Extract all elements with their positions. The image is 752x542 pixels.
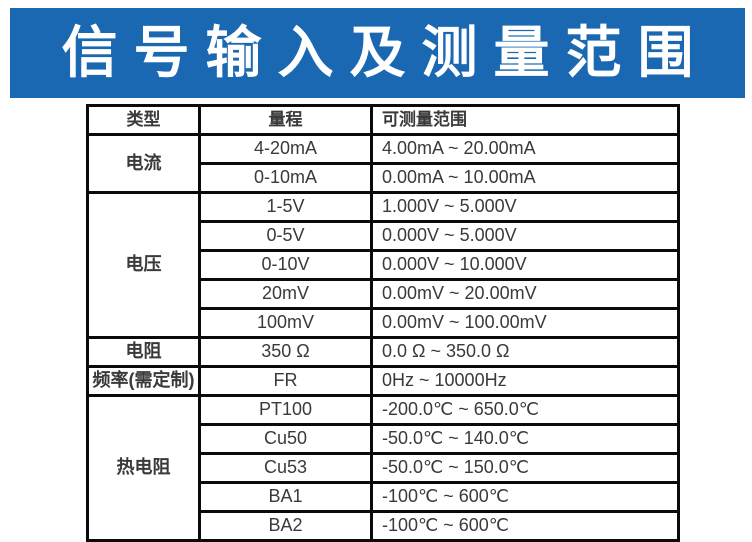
column-header-range: 量程	[198, 104, 373, 136]
measurable-range-cell: 1.000V ~ 5.000V	[370, 191, 680, 223]
signal-range-table: 类型 量程 可测量范围 电流 4-20mA 4.00mA ~ 20.00mA 0-10…	[86, 104, 680, 542]
table-row: Cu53 -50.0℃ ~ 150.0℃	[88, 452, 680, 484]
page-title: 信号输入及测量范围	[61, 21, 710, 84]
table-row: 20mV 0.00mV ~ 20.00mV	[88, 278, 680, 310]
type-cell: 电阻	[86, 336, 201, 368]
column-header-measurable: 可测量范围	[370, 104, 680, 136]
table-header-row: 类型 量程 可测量范围	[86, 104, 680, 136]
measurable-range-cell: 0.00mV ~ 100.00mV	[370, 307, 680, 339]
range-cell: BA2	[198, 510, 373, 542]
measurable-range-cell: -100℃ ~ 600℃	[370, 510, 680, 542]
range-cell: 20mV	[198, 278, 373, 310]
measurable-range-cell: 0.00mV ~ 20.00mV	[370, 278, 680, 310]
table-row: 热电阻 PT100 -200.0℃ ~ 650.0℃	[86, 394, 680, 542]
table-row: BA2 -100℃ ~ 600℃	[88, 510, 680, 542]
measurable-range-cell: -100℃ ~ 600℃	[370, 481, 680, 513]
measurable-range-cell: -50.0℃ ~ 150.0℃	[370, 452, 680, 484]
range-cell: 1-5V	[198, 191, 373, 223]
type-cell: 电流	[86, 133, 201, 194]
table-row: BA1 -100℃ ~ 600℃	[88, 481, 680, 513]
table-row: 电阻 350 Ω 0.0 Ω ~ 350.0 Ω	[86, 336, 680, 368]
type-cell: 热电阻	[86, 394, 201, 542]
measurable-range-cell: -50.0℃ ~ 140.0℃	[370, 423, 680, 455]
measurable-range-cell: 0Hz ~ 10000Hz	[370, 365, 680, 397]
table-row: Cu50 -50.0℃ ~ 140.0℃	[88, 423, 680, 455]
range-cell: 0-10V	[198, 249, 373, 281]
measurable-range-cell: 0.00mA ~ 10.00mA	[370, 162, 680, 194]
table-row: 频率(需定制) FR 0Hz ~ 10000Hz	[86, 365, 680, 397]
range-cell: 100mV	[198, 307, 373, 339]
measurable-range-cell: 0.000V ~ 5.000V	[370, 220, 680, 252]
table-body: 电流 4-20mA 4.00mA ~ 20.00mA 0-10mA 0.00mA ~ 1…	[86, 133, 680, 542]
range-cell: BA1	[198, 481, 373, 513]
range-cell: 0-10mA	[198, 162, 373, 194]
measurable-range-cell: 0.0 Ω ~ 350.0 Ω	[370, 336, 680, 368]
table-row: 电流 4-20mA 4.00mA ~ 20.00mA	[86, 133, 680, 194]
table-row: 100mV 0.00mV ~ 100.00mV	[88, 307, 680, 339]
range-cell: FR	[198, 365, 373, 397]
table-row: 0-10mA 0.00mA ~ 10.00mA	[88, 162, 680, 194]
range-cell: 4-20mA	[198, 133, 373, 165]
measurable-range-cell: -200.0℃ ~ 650.0℃	[370, 394, 680, 426]
type-cell: 频率(需定制)	[86, 365, 201, 397]
range-cell: Cu50	[198, 423, 373, 455]
range-cell: 350 Ω	[198, 336, 373, 368]
table-row: 0-5V 0.000V ~ 5.000V	[88, 220, 680, 252]
measurable-range-cell: 0.000V ~ 10.000V	[370, 249, 680, 281]
range-cell: PT100	[198, 394, 373, 426]
title-banner: 信号输入及测量范围	[10, 8, 745, 98]
range-cell: 0-5V	[198, 220, 373, 252]
range-cell: Cu53	[198, 452, 373, 484]
table-row: 0-10V 0.000V ~ 10.000V	[88, 249, 680, 281]
measurable-range-cell: 4.00mA ~ 20.00mA	[370, 133, 680, 165]
column-header-type: 类型	[86, 104, 201, 136]
type-cell: 电压	[86, 191, 201, 339]
table-row: 电压 1-5V 1.000V ~ 5.000V	[86, 191, 680, 339]
